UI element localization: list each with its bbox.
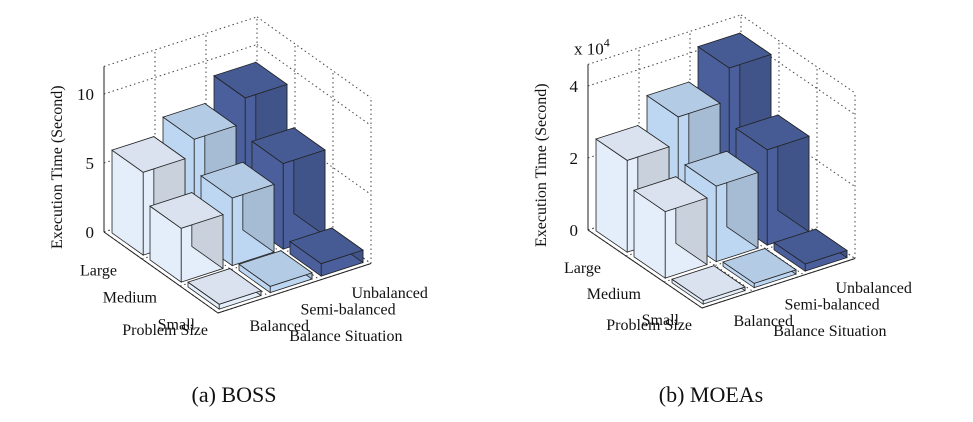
balance-label: Balanced xyxy=(250,318,310,335)
balance-label: Semi-balanced xyxy=(785,296,880,313)
bar xyxy=(289,227,364,277)
bar xyxy=(773,228,848,272)
bar-top-face xyxy=(238,250,313,287)
chart-bars xyxy=(111,61,364,310)
bar-top-face xyxy=(684,150,759,187)
panel-caption: (b) MOEAs xyxy=(659,382,764,407)
z-tick: 10 xyxy=(77,85,94,104)
grid-line xyxy=(740,14,856,94)
bar xyxy=(149,191,224,283)
bar xyxy=(722,247,797,289)
problem-size-label: Medium xyxy=(587,286,642,303)
bar-top-face xyxy=(671,265,746,302)
bar-top-face xyxy=(722,248,797,284)
bar-top-face xyxy=(200,161,275,199)
balance-label: Balanced xyxy=(734,313,794,330)
z-axis-title: Execution Time (Second) xyxy=(49,85,66,249)
z-multiplier-exponent: 4 xyxy=(604,35,610,49)
bar-top-face xyxy=(289,227,364,265)
problem-size-label: Small xyxy=(642,312,680,329)
problem-size-label: Large xyxy=(564,260,601,277)
bar-top-face xyxy=(149,192,224,229)
x-axis-line xyxy=(103,231,219,314)
problem-size-label: Large xyxy=(80,263,117,280)
bar-top-face xyxy=(773,228,848,265)
bar-top-face xyxy=(251,127,326,164)
balance-axis-title: Balance Situation xyxy=(773,323,886,340)
grid-line xyxy=(256,44,372,126)
z-axis-title: Execution Time (Second) xyxy=(533,83,550,247)
balance-label: Unbalanced xyxy=(352,285,428,302)
z-tick-labels: 0 5 10 xyxy=(77,85,94,242)
panel-moeas: 0 2 4 x 104 Execution Time (Second) Larg… xyxy=(533,14,912,407)
panel-boss: 0 5 10 Execution Time (Second) Large Med… xyxy=(49,16,428,407)
bar-top-face xyxy=(646,81,721,118)
bar xyxy=(187,267,262,310)
y-axis-line xyxy=(217,263,372,314)
z-multiplier: x 104 xyxy=(574,35,610,58)
problem-size-axis-title: Problem Size xyxy=(122,322,208,339)
balance-label: Unbalanced xyxy=(836,280,912,297)
bar-top-face xyxy=(213,61,288,99)
bar xyxy=(200,161,275,267)
bar-top-face xyxy=(633,176,708,213)
z-tick: 5 xyxy=(86,154,95,173)
bar xyxy=(633,175,708,279)
bar-top-face xyxy=(697,32,772,69)
problem-size-axis-title: Problem Size xyxy=(606,317,692,334)
bar-top-face xyxy=(111,136,186,173)
panel-caption: (a) BOSS xyxy=(192,382,277,407)
problem-size-label: Medium xyxy=(103,290,158,307)
z-tick: 0 xyxy=(86,223,95,242)
bar-top-face xyxy=(595,125,670,161)
chart-bars xyxy=(595,32,848,305)
bar xyxy=(238,249,313,294)
y-axis-line xyxy=(701,258,856,309)
bar-top-face xyxy=(187,268,262,305)
bar-top-face xyxy=(162,103,237,140)
grid-line xyxy=(256,16,372,99)
z-tick: 0 xyxy=(570,221,579,240)
z-tick-labels: 0 2 4 xyxy=(570,77,579,240)
z-tick: 2 xyxy=(570,149,579,168)
z-multiplier-base: x 10 xyxy=(574,39,604,58)
problem-size-label: Small xyxy=(158,317,196,334)
bar-top-face xyxy=(735,114,810,151)
z-tick: 4 xyxy=(570,77,579,96)
bar xyxy=(671,264,746,305)
balance-label: Semi-balanced xyxy=(301,301,396,318)
grid-line xyxy=(103,16,258,67)
balance-axis-title: Balance Situation xyxy=(289,328,402,345)
x-axis-line xyxy=(587,229,703,309)
